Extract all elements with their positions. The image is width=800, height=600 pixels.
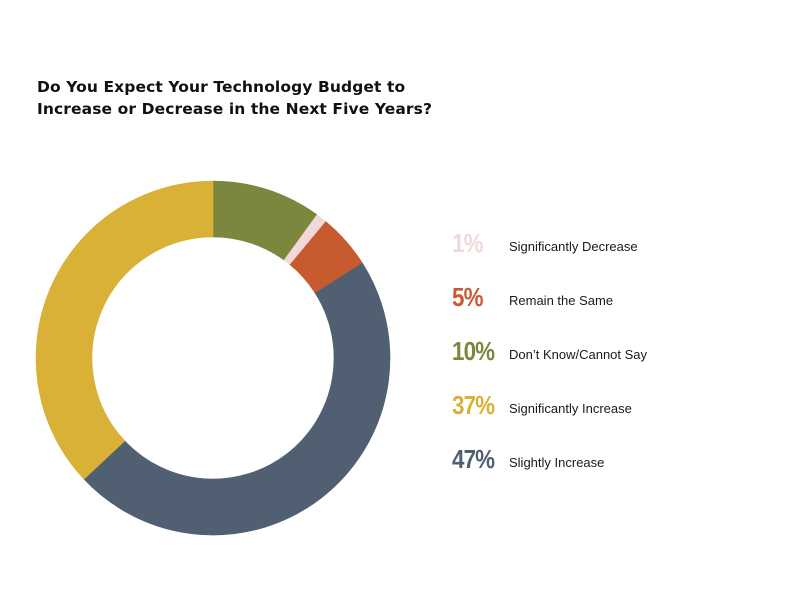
- chart-title: Do You Expect Your Technology Budget to …: [37, 76, 497, 120]
- legend-percent: 47%: [452, 444, 495, 474]
- chart-title-line-2: Increase or Decrease in the Next Five Ye…: [37, 100, 433, 118]
- legend-label: Slightly Increase: [509, 455, 605, 470]
- legend-item-remain-the-same: 5% Remain the Same: [450, 282, 750, 336]
- legend-percent: 10%: [452, 336, 495, 366]
- legend-label: Don’t Know/Cannot Say: [509, 347, 648, 362]
- legend-label: Significantly Decrease: [509, 239, 638, 254]
- legend-percent: 1%: [452, 228, 483, 258]
- legend-label: Significantly Increase: [509, 401, 632, 416]
- legend-label: Remain the Same: [509, 293, 614, 308]
- legend-percent: 37%: [452, 390, 495, 420]
- legend-item-significantly-increase: 37% Significantly Increase: [450, 390, 750, 444]
- chart-title-line-1: Do You Expect Your Technology Budget to: [37, 78, 406, 96]
- donut-slice-slightly-increase: [83, 262, 391, 536]
- legend-item-significantly-decrease: 1% Significantly Decrease: [450, 228, 750, 282]
- legend-item-dont-know: 10% Don’t Know/Cannot Say: [450, 336, 750, 390]
- legend-item-slightly-increase: 47% Slightly Increase: [450, 444, 750, 498]
- donut-slice-significantly-increase: [35, 180, 214, 480]
- chart-legend: 1% Significantly Decrease 5% Remain the …: [450, 228, 750, 498]
- legend-percent: 5%: [452, 282, 483, 312]
